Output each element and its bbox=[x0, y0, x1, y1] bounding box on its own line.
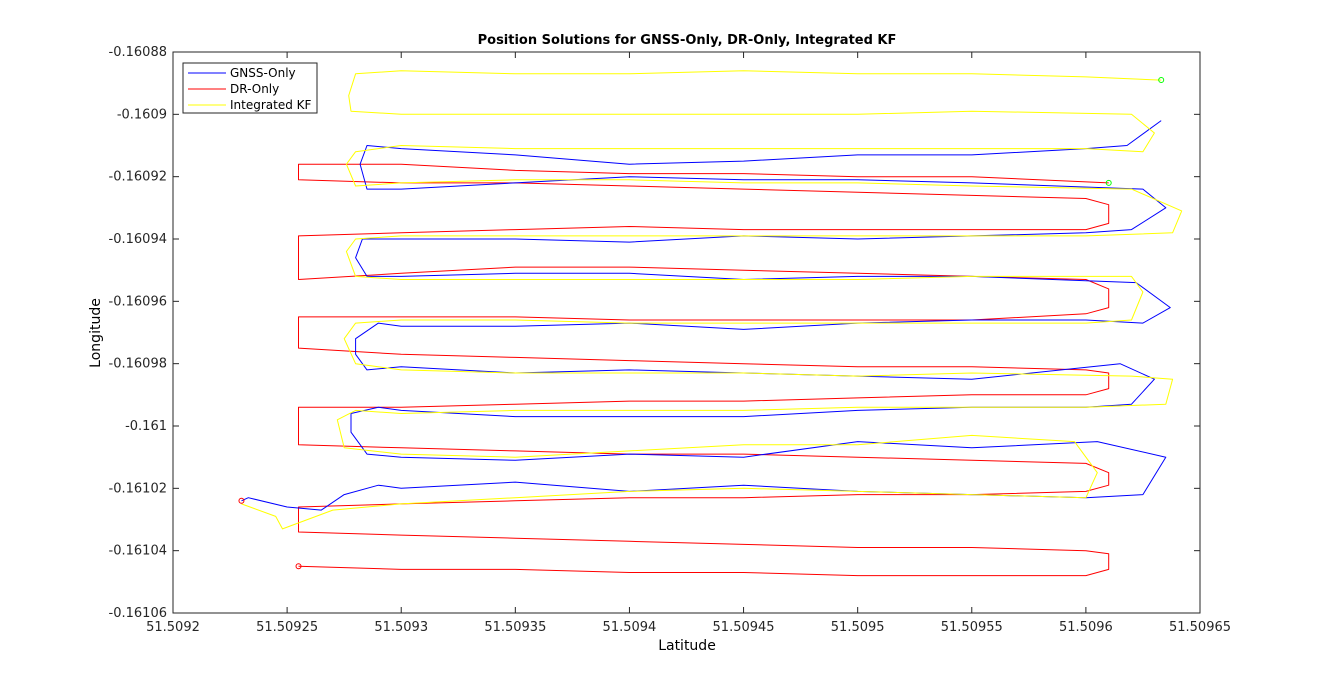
x-tick-label: 51.50955 bbox=[941, 620, 1003, 635]
series-line-gnss-only bbox=[241, 120, 1171, 511]
endpoint-marker-1 bbox=[238, 497, 245, 504]
y-axis-label: Longitude bbox=[88, 298, 104, 368]
endpoint-marker-4 bbox=[1105, 179, 1112, 186]
x-tick-label: 51.50925 bbox=[256, 620, 318, 635]
legend-label: DR-Only bbox=[230, 82, 279, 96]
y-tick-label: -0.1609 bbox=[117, 107, 167, 122]
x-tick-label: 51.50945 bbox=[713, 620, 775, 635]
x-tick-label: 51.5096 bbox=[1059, 620, 1113, 635]
legend-label: GNSS-Only bbox=[230, 66, 296, 80]
x-tick-label: 51.5094 bbox=[603, 620, 657, 635]
y-tick-label: -0.16106 bbox=[109, 606, 167, 621]
x-tick-label: 51.5093 bbox=[374, 620, 428, 635]
chart-title: Position Solutions for GNSS-Only, DR-Onl… bbox=[478, 33, 897, 48]
y-tick-label: -0.16094 bbox=[109, 232, 167, 247]
x-axis-label: Latitude bbox=[658, 638, 716, 654]
y-tick-label: -0.16088 bbox=[109, 45, 167, 60]
y-axis-ticks: -0.16088 -0.1609 -0.16092 -0.16094 -0.16096 -… bbox=[109, 45, 1200, 621]
y-tick-label: -0.16092 bbox=[109, 170, 167, 185]
y-tick-label: -0.16104 bbox=[109, 544, 167, 559]
plot-area bbox=[173, 52, 1200, 613]
endpoint-marker-3 bbox=[1158, 77, 1165, 84]
y-tick-label: -0.16096 bbox=[109, 294, 167, 309]
series-line-integrated-kf bbox=[241, 70, 1183, 530]
x-axis-ticks: 51.5092 51.50925 51.5093 51.50935 51.5094 51.… bbox=[146, 52, 1231, 635]
y-tick-label: -0.16098 bbox=[109, 357, 167, 372]
y-tick-label: -0.161 bbox=[125, 419, 167, 434]
legend: GNSS-Only DR-Only Integrated KF bbox=[182, 62, 318, 114]
x-tick-label: 51.50965 bbox=[1169, 620, 1231, 635]
y-tick-label: -0.16102 bbox=[109, 481, 167, 496]
series-layer bbox=[241, 70, 1183, 577]
legend-label: Integrated KF bbox=[230, 98, 312, 112]
x-tick-label: 51.50935 bbox=[484, 620, 546, 635]
x-tick-label: 51.5095 bbox=[831, 620, 885, 635]
marker-layer bbox=[238, 77, 1165, 570]
plot-frame bbox=[172, 51, 1201, 614]
x-tick-label: 51.5092 bbox=[146, 620, 200, 635]
series-line-dr-only bbox=[298, 163, 1110, 577]
endpoint-marker-2 bbox=[295, 563, 302, 570]
